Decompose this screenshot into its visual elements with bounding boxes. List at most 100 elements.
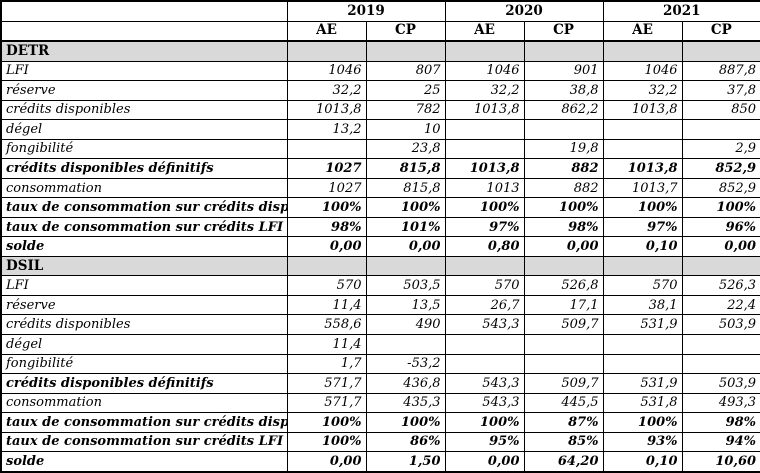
value-cell: 1027 [286,158,367,179]
value-cell: 19,8 [523,138,604,160]
value-cell: 531,9 [602,373,683,394]
value-cell: 1027 [286,177,367,199]
col-header-cp: CP [365,20,446,42]
value-cell: 98% [523,216,604,238]
table-body: DETR LFI 1046 807 1046 901 1046 887,8 réserve 32,… [0,40,760,473]
value-cell: 503,9 [681,373,760,394]
value-cell [602,334,683,355]
value-cell: 509,7 [523,314,604,336]
row-label: fongibilité [0,353,288,375]
section-title-dsil: DSIL [0,255,288,277]
value-cell: 807 [365,60,446,82]
value-cell: 96% [681,216,760,238]
value-cell: 436,8 [365,373,446,394]
table-row: consommation 1027 815,8 1013 882 1013,7 852,9 [0,177,760,199]
value-cell: 570 [444,275,525,296]
table-row: crédits disponibles définitifs 571,7 436,8… [0,373,760,394]
row-label: dégel [0,334,288,355]
section-empty-cell [523,40,604,62]
value-cell [602,138,683,160]
value-cell: 0,10 [602,236,683,257]
section-empty-cell [444,40,525,62]
value-cell: 0,10 [602,451,683,473]
table-row: taux de consommation sur crédits disponi… [0,197,760,218]
value-cell: 37,8 [681,80,760,101]
value-cell: 95% [444,431,525,453]
value-cell: 850 [681,99,760,121]
table-row: LFI 570 503,5 570 526,8 570 526,3 [0,275,760,296]
value-cell: 509,7 [523,373,604,394]
value-cell: 1013,8 [602,158,683,179]
value-cell [681,119,760,140]
value-cell: 86% [365,431,446,453]
year-header-2021: 2021 [602,0,760,22]
value-cell: -53,2 [365,353,446,375]
value-cell: 100% [365,197,446,218]
table-row: crédits disponibles 558,6 490 543,3 509,7 531… [0,314,760,336]
value-cell: 1046 [286,60,367,82]
value-cell: 13,2 [286,119,367,140]
value-cell: 97% [444,216,525,238]
value-cell: 94% [681,431,760,453]
value-cell: 1046 [602,60,683,82]
value-cell [681,353,760,375]
col-header-ae: AE [444,20,525,42]
value-cell: 882 [523,177,604,199]
value-cell: 1,50 [365,451,446,473]
section-empty-cell [444,255,525,277]
value-cell: 98% [286,216,367,238]
row-label: solde [0,236,288,257]
value-cell: 32,2 [602,80,683,101]
value-cell: 901 [523,60,604,82]
value-cell: 98% [681,412,760,433]
row-label: consommation [0,392,288,414]
row-label: réserve [0,80,288,101]
table-row: solde 0,00 0,00 0,80 0,00 0,10 0,00 [0,236,760,257]
value-cell: 570 [602,275,683,296]
table-row: fongibilité 1,7 -53,2 [0,353,760,375]
table-row: consommation 571,7 435,3 543,3 445,5 531,8 493… [0,392,760,414]
value-cell: 543,3 [444,392,525,414]
value-cell: 490 [365,314,446,336]
value-cell: 38,1 [602,294,683,316]
table-row: dégel 13,2 10 [0,119,760,140]
section-empty-cell [602,255,683,277]
table-row: taux de consommation sur crédits disponi… [0,412,760,433]
value-cell: 1013,7 [602,177,683,199]
section-empty-cell [681,255,760,277]
row-label: crédits disponibles [0,99,288,121]
value-cell: 887,8 [681,60,760,82]
table-row: réserve 11,4 13,5 26,7 17,1 38,1 22,4 [0,294,760,316]
value-cell: 100% [286,412,367,433]
value-cell: 1013,8 [444,99,525,121]
value-cell: 97% [602,216,683,238]
row-label: crédits disponibles définitifs [0,373,288,394]
row-label: crédits disponibles [0,314,288,336]
ae-cp-header-row: AE CP AE CP AE CP [0,20,760,42]
table-row: réserve 32,2 25 32,2 38,8 32,2 37,8 [0,80,760,101]
row-label: LFI [0,60,288,82]
value-cell: 435,3 [365,392,446,414]
value-cell [365,334,446,355]
value-cell: 85% [523,431,604,453]
corner-empty-cell [0,20,288,42]
value-cell: 11,4 [286,334,367,355]
value-cell: 1013 [444,177,525,199]
row-label: réserve [0,294,288,316]
value-cell: 543,3 [444,314,525,336]
value-cell: 782 [365,99,446,121]
row-label: taux de consommation sur crédits disponi… [0,197,288,218]
value-cell: 852,9 [681,158,760,179]
col-header-ae: AE [602,20,683,42]
value-cell: 1013,8 [286,99,367,121]
value-cell [444,353,525,375]
col-header-cp: CP [523,20,604,42]
value-cell: 571,7 [286,392,367,414]
value-cell [602,119,683,140]
value-cell: 100% [602,197,683,218]
value-cell: 100% [681,197,760,218]
value-cell: 2,9 [681,138,760,160]
value-cell: 10,60 [681,451,760,473]
value-cell: 23,8 [365,138,446,160]
year-header-2020: 2020 [444,0,604,22]
